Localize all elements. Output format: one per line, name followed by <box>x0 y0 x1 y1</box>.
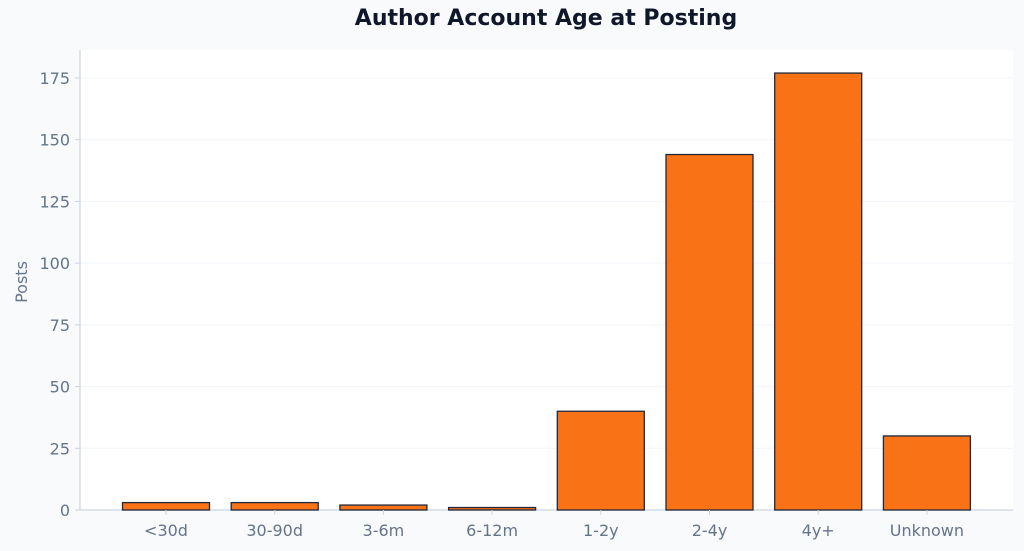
bar <box>121 501 211 511</box>
y-tick-label: 25 <box>50 439 70 458</box>
bar <box>230 501 319 511</box>
x-tick-label: 2-4y <box>692 521 728 540</box>
bar <box>774 72 863 511</box>
bar <box>665 153 754 511</box>
y-tick-label: 75 <box>50 316 70 335</box>
chart-title: Author Account Age at Posting <box>354 6 738 31</box>
bar <box>339 504 428 511</box>
y-tick-label: 100 <box>39 254 70 273</box>
y-axis-label: Posts <box>12 261 31 303</box>
y-tick-label: 125 <box>39 192 70 211</box>
y-tick-label: 150 <box>39 131 70 150</box>
x-tick-label: 3-6m <box>363 521 405 540</box>
x-tick-label: 6-12m <box>466 521 518 540</box>
x-tick-label: <30d <box>144 521 188 540</box>
y-tick-label: 175 <box>39 69 70 88</box>
y-tick-label: 50 <box>50 378 70 397</box>
y-tick-label: 0 <box>60 501 70 520</box>
x-tick-label: Unknown <box>890 521 964 540</box>
x-tick-label: 30-90d <box>246 521 303 540</box>
x-tick-label: 1-2y <box>583 521 619 540</box>
bar <box>447 506 537 511</box>
bar <box>882 435 972 511</box>
x-tick-label: 4y+ <box>802 521 835 540</box>
plot-area <box>80 50 1013 510</box>
bar <box>556 410 645 511</box>
